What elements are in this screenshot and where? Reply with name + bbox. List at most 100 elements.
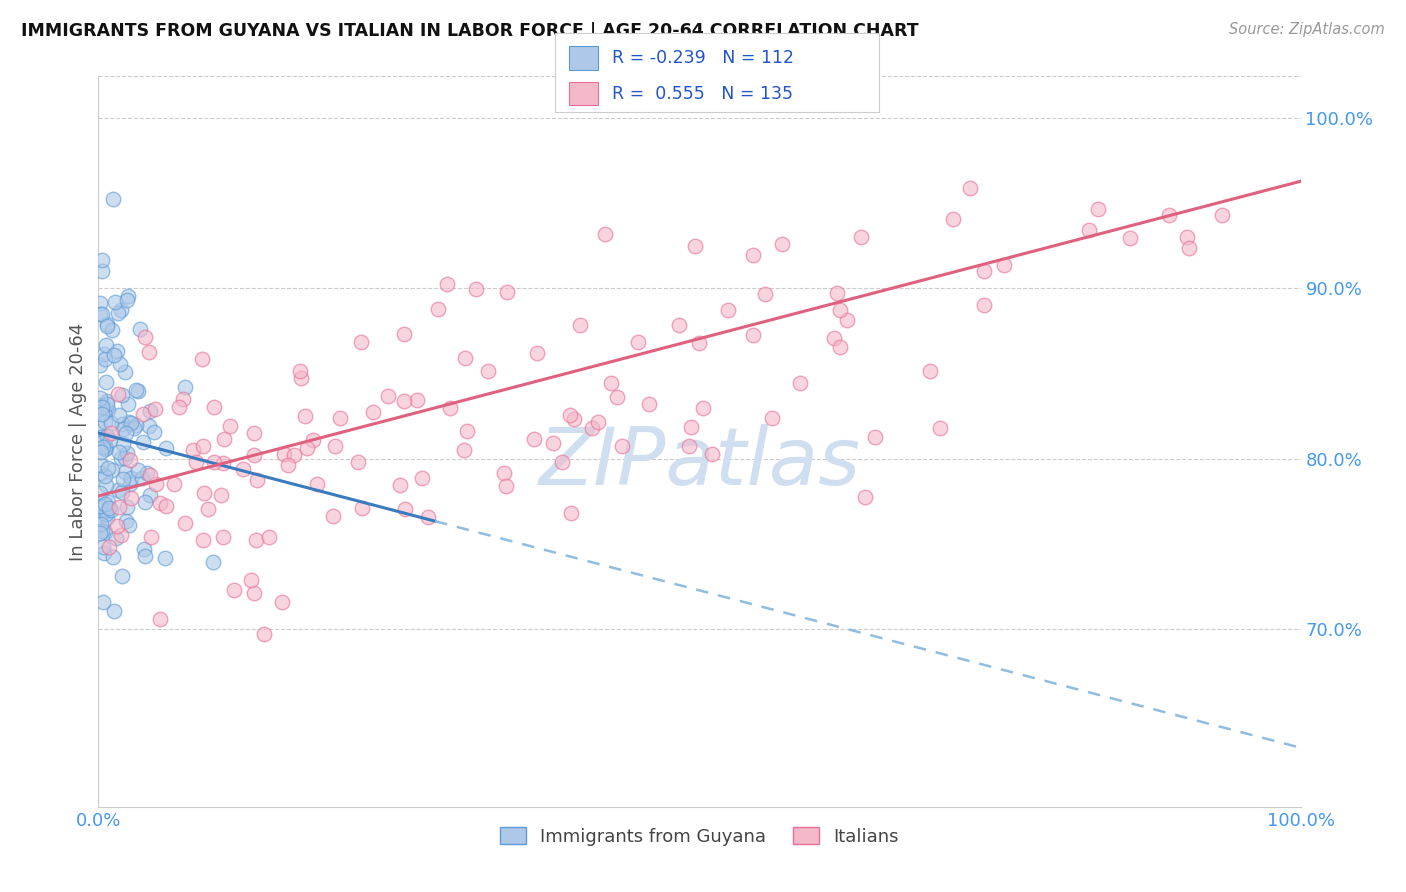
Point <box>1119 231 1142 245</box>
Point <box>111 421 134 435</box>
Point <box>149 496 172 510</box>
Point <box>111 568 134 582</box>
Point <box>91 594 114 608</box>
Point <box>155 500 177 514</box>
Point <box>101 549 124 564</box>
Point <box>103 192 125 206</box>
Point <box>132 541 155 556</box>
Point <box>100 503 122 517</box>
Point <box>111 485 134 500</box>
Point <box>688 335 710 350</box>
Point <box>418 510 440 524</box>
Point <box>114 365 136 379</box>
Point <box>496 285 519 299</box>
Point <box>202 455 225 469</box>
Text: R = -0.239   N = 112: R = -0.239 N = 112 <box>612 49 793 67</box>
Point <box>1078 223 1101 237</box>
Point <box>377 389 399 403</box>
Point <box>754 287 776 301</box>
Point <box>96 504 118 518</box>
Point <box>197 501 219 516</box>
Point <box>94 468 117 483</box>
Point <box>283 448 305 462</box>
Point <box>91 400 114 414</box>
Point <box>453 442 475 457</box>
Point <box>90 517 112 532</box>
Point <box>526 346 548 360</box>
Point <box>134 494 156 508</box>
Point <box>212 456 235 470</box>
Point <box>246 473 269 487</box>
Point <box>118 415 141 429</box>
Point <box>191 533 214 548</box>
Point <box>427 302 450 317</box>
Point <box>830 340 852 354</box>
Point <box>93 546 115 560</box>
Point <box>110 528 132 542</box>
Point <box>541 436 564 450</box>
Point <box>681 419 703 434</box>
Point <box>191 351 214 366</box>
Point <box>139 530 162 544</box>
Point <box>91 264 114 278</box>
Point <box>612 439 634 453</box>
Point <box>90 430 112 444</box>
Point <box>103 604 125 618</box>
Point <box>678 438 700 452</box>
Point <box>89 295 111 310</box>
Point <box>89 510 111 524</box>
Point <box>145 476 167 491</box>
Point <box>89 525 111 540</box>
Point <box>436 277 458 292</box>
Point <box>91 440 114 454</box>
Point <box>350 334 373 349</box>
Point <box>120 417 142 431</box>
Point <box>134 330 156 344</box>
Point <box>232 462 254 476</box>
Point <box>111 472 134 486</box>
Point <box>89 392 111 406</box>
Point <box>465 282 488 296</box>
Point <box>108 408 131 422</box>
Point <box>222 583 245 598</box>
Point <box>127 463 149 477</box>
Point <box>993 258 1015 272</box>
Point <box>193 486 215 500</box>
Point <box>111 436 134 450</box>
Point <box>273 447 295 461</box>
Point <box>89 436 111 450</box>
Point <box>89 466 111 480</box>
Point <box>98 433 121 447</box>
Point <box>107 306 129 320</box>
Point <box>406 392 429 407</box>
Point <box>288 364 311 378</box>
Point <box>363 405 385 419</box>
Point <box>96 317 118 331</box>
Point <box>742 248 765 262</box>
Point <box>717 302 740 317</box>
Point <box>389 478 412 492</box>
Point <box>149 612 172 626</box>
Point <box>96 397 118 411</box>
Point <box>942 212 965 227</box>
Point <box>209 488 232 502</box>
Point <box>172 392 194 407</box>
Point <box>97 403 120 417</box>
Point <box>125 417 148 432</box>
Point <box>411 471 433 485</box>
Point <box>93 351 115 366</box>
Point <box>93 405 115 419</box>
Point <box>134 549 156 564</box>
Point <box>138 345 160 359</box>
Point <box>828 303 851 318</box>
Point <box>297 441 319 455</box>
Point <box>186 455 208 469</box>
Point <box>114 465 136 479</box>
Point <box>117 446 139 460</box>
Point <box>115 293 138 307</box>
Point <box>93 347 115 361</box>
Point <box>100 416 122 430</box>
Point <box>173 379 195 393</box>
Point <box>627 335 650 350</box>
Point <box>89 420 111 434</box>
